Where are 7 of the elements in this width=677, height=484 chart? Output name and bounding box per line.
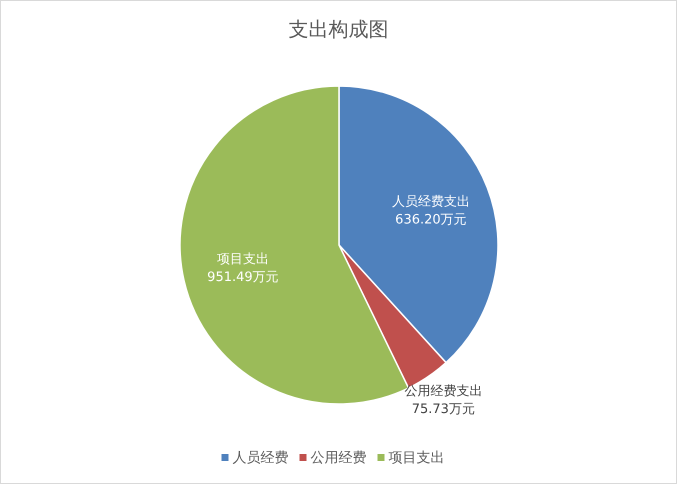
data-label: 公用经费支出 75.73万元 <box>404 384 482 418</box>
data-label: 项目支出 951.49万元 <box>207 252 279 286</box>
data-label: 人员经费支出 636.20万元 <box>392 194 470 228</box>
legend-label: 项目支出 <box>388 450 444 466</box>
chart-title: 支出构成图 <box>288 17 388 41</box>
legend-label: 公用经费 <box>310 450 366 466</box>
legend-label: 人员经费 <box>232 450 288 466</box>
